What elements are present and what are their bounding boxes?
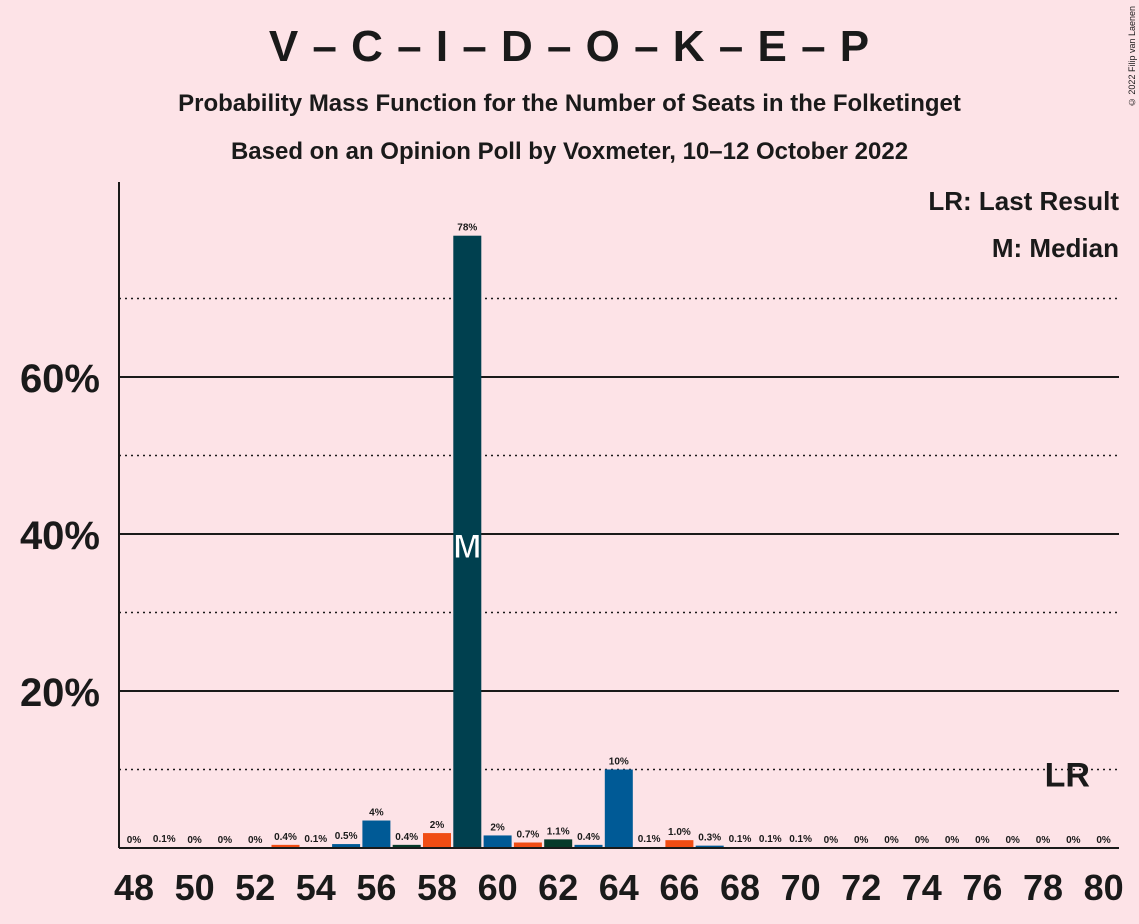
bar-value-label: 0.1% — [304, 834, 327, 845]
x-tick-label: 80 — [1084, 867, 1124, 908]
chart-title: V – C – I – D – O – K – E – P — [268, 22, 871, 71]
last-result-marker: LR — [1045, 757, 1090, 795]
x-tick-label: 74 — [902, 867, 942, 908]
x-tick-label: 56 — [356, 867, 396, 908]
bar-value-label: 0% — [975, 835, 990, 846]
bar-seat-57 — [392, 844, 421, 848]
bar-seat-63 — [574, 844, 603, 848]
bar-seat-61 — [513, 842, 542, 848]
bar-seat-58 — [423, 833, 451, 848]
y-tick-label: 20% — [20, 671, 100, 715]
bar-value-label: 0% — [1096, 835, 1111, 846]
legend-last-result: LR: Last Result — [928, 186, 1119, 216]
bar-value-label: 0.4% — [577, 832, 600, 843]
x-tick-label: 52 — [235, 867, 275, 908]
x-tick-label: 58 — [417, 867, 457, 908]
x-tick-label: 48 — [114, 867, 154, 908]
bar-value-label: 0% — [1036, 835, 1051, 846]
y-tick-label: 40% — [20, 514, 100, 558]
bars — [150, 235, 815, 848]
chart-subtitle: Probability Mass Function for the Number… — [178, 90, 961, 117]
bar-seat-66 — [665, 840, 694, 848]
x-tick-label: 54 — [296, 867, 336, 908]
bar-value-label: 0.3% — [698, 833, 721, 844]
bar-value-label: 4% — [369, 808, 384, 819]
bar-value-label: 0.1% — [153, 834, 176, 845]
bar-value-label: 0% — [1066, 835, 1081, 846]
bar-value-label: 1.1% — [547, 826, 570, 837]
axes: 20% 40% 60% 48 50 52 54 56 58 60 62 64 66 68 70 72 74 76 7… — [20, 182, 1124, 908]
x-tick-label: 64 — [599, 867, 639, 908]
bar-seat-56 — [362, 820, 391, 848]
bar-value-label: 0.4% — [274, 832, 297, 843]
bar-seat-62 — [544, 839, 573, 848]
bar-value-label: 2% — [430, 820, 445, 831]
bar-value-label: 0.1% — [729, 834, 752, 845]
x-tick-label: 66 — [659, 867, 699, 908]
bar-value-label: 0% — [824, 835, 839, 846]
bar-value-label: 0% — [1005, 835, 1020, 846]
bar-value-label: 78% — [457, 223, 477, 234]
x-tick-label: 68 — [720, 867, 760, 908]
x-tick-label: 60 — [478, 867, 518, 908]
bar-seat-59 — [453, 235, 482, 848]
bar-value-label: 0% — [218, 835, 233, 846]
bar-value-label: 0% — [248, 835, 263, 846]
x-tick-label: 76 — [962, 867, 1002, 908]
chart-subtitle-poll: Based on an Opinion Poll by Voxmeter, 10… — [230, 138, 909, 165]
legend-median: M: Median — [991, 233, 1119, 263]
bar-value-label: 0.1% — [638, 834, 661, 845]
x-tick-label: 78 — [1023, 867, 1063, 908]
x-tick-label: 62 — [538, 867, 578, 908]
bar-seat-64 — [604, 769, 633, 848]
x-tick-label: 70 — [781, 867, 821, 908]
bar-value-label: 0% — [945, 835, 960, 846]
bar-value-label: 0.4% — [395, 832, 418, 843]
bar-value-label: 10% — [609, 757, 629, 768]
bar-value-label: 0% — [127, 835, 142, 846]
bar-seat-55 — [332, 844, 361, 848]
bar-value-label: 0.5% — [335, 831, 358, 842]
grid-lines — [119, 297, 1119, 771]
x-tick-label: 50 — [175, 867, 215, 908]
bar-seat-60 — [483, 835, 512, 848]
median-marker: M — [453, 528, 481, 566]
bar-labels: 0% 0.1% 0% 0% 0% 0.4% 0.1% 0.5% 4% 0.4% 2% 78% 2% 0.7… — [127, 223, 1111, 846]
bar-value-label: 0.7% — [517, 830, 540, 841]
bar-value-label: 1.0% — [668, 827, 691, 838]
bar-value-label: 0% — [915, 835, 930, 846]
bar-value-label: 0% — [854, 835, 869, 846]
bar-value-label: 0% — [187, 835, 202, 846]
y-tick-label: 60% — [20, 357, 100, 401]
bar-seat-67 — [695, 845, 724, 848]
bar-value-label: 2% — [490, 822, 505, 833]
bar-value-label: 0.1% — [759, 834, 782, 845]
bar-seat-53 — [271, 844, 300, 848]
x-tick-label: 72 — [841, 867, 881, 908]
bar-value-label: 0.1% — [789, 834, 812, 845]
bar-value-label: 0% — [884, 835, 899, 846]
